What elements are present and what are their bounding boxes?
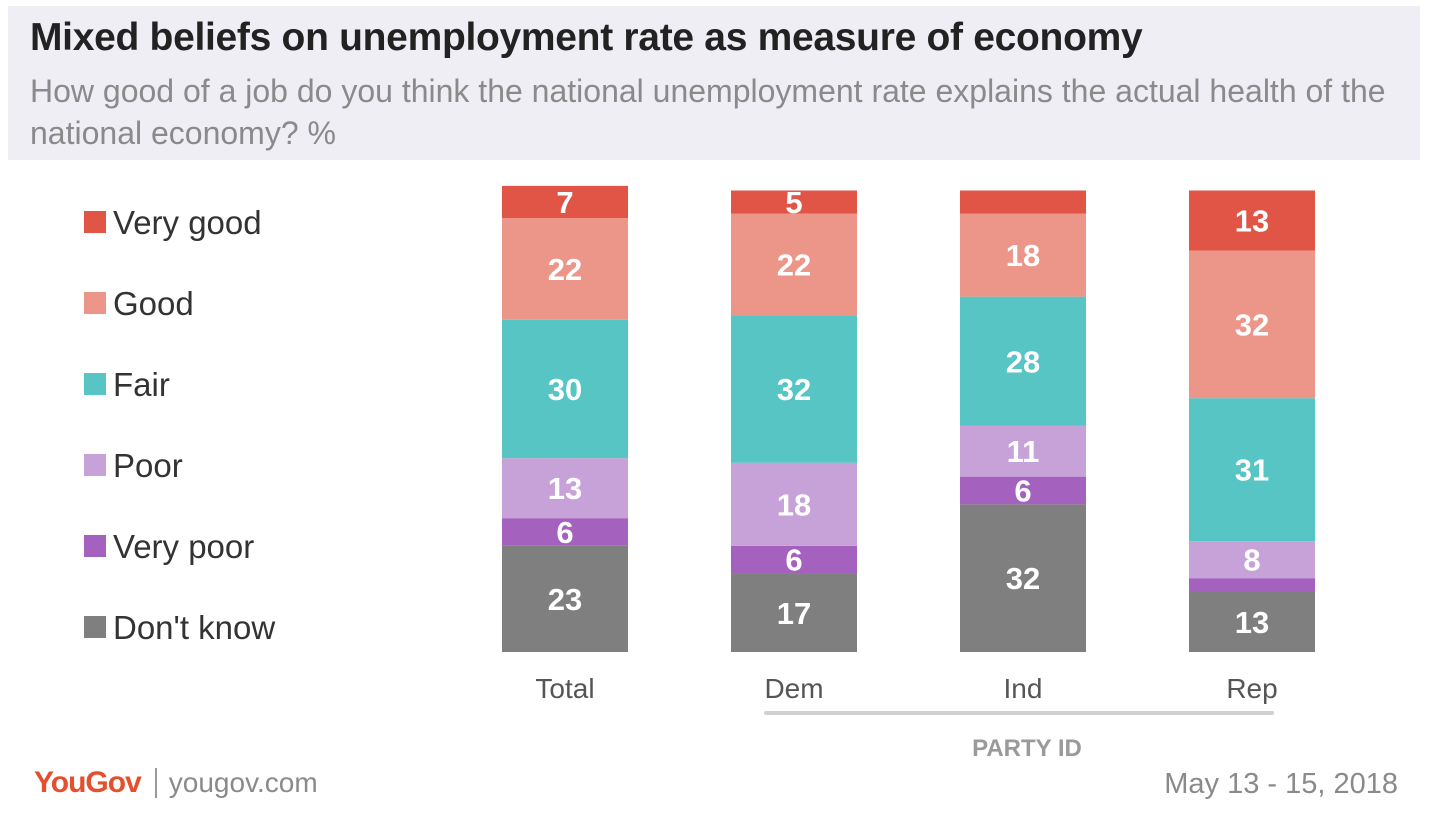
bar-segment-rep-poor	[1189, 541, 1315, 579]
bar-segment-total-very-good	[502, 185, 628, 219]
bar-segment-ind-don-t-know	[960, 504, 1086, 652]
data-label-total-fair: 30	[548, 372, 582, 407]
data-label-total-very-good: 7	[556, 185, 573, 220]
bar-segment-total-fair	[502, 319, 628, 459]
bar-segment-total-good	[502, 218, 628, 320]
party-id-bracket	[764, 711, 1274, 715]
data-label-rep-good: 32	[1235, 307, 1269, 342]
legend-swatch-very-poor	[84, 535, 106, 557]
legend-swatch-don-t-know	[84, 616, 106, 638]
data-label-rep-poor: 8	[1243, 543, 1260, 578]
data-label-ind-don-t-know: 32	[1006, 561, 1040, 596]
bar-segment-dem-fair	[731, 315, 857, 463]
bar-segment-dem-very-poor	[731, 545, 857, 574]
legend-label-good: Good	[113, 285, 194, 322]
data-label-rep-fair: 31	[1235, 453, 1269, 488]
bar-segment-ind-very-poor	[960, 476, 1086, 505]
footer-site: yougov.com	[168, 767, 318, 798]
bar-segment-dem-good	[731, 213, 857, 316]
bar-segment-dem-poor	[731, 462, 857, 546]
bar-segment-rep-very-good	[1189, 190, 1315, 251]
data-label-ind-very-poor: 6	[1014, 473, 1031, 508]
chart-subtitle: How good of a job do you think the natio…	[30, 73, 1386, 151]
data-label-ind-poor: 11	[1007, 434, 1040, 469]
data-label-total-very-poor: 6	[556, 515, 573, 550]
category-label-ind: Ind	[1004, 673, 1043, 704]
legend-label-don-t-know: Don't know	[113, 609, 275, 646]
data-label-dem-poor: 18	[777, 487, 811, 522]
category-label-dem: Dem	[764, 673, 823, 704]
data-label-dem-fair: 32	[777, 372, 811, 407]
bar-segment-ind-fair	[960, 296, 1086, 426]
bar-segment-total-poor	[502, 458, 628, 519]
category-label-total: Total	[535, 673, 594, 704]
bar-segment-rep-good	[1189, 250, 1315, 399]
bar-segment-dem-don-t-know	[731, 573, 857, 652]
data-label-dem-very-poor: 6	[785, 543, 802, 578]
data-label-dem-good: 22	[777, 247, 811, 282]
legend-swatch-fair	[84, 373, 106, 395]
legend-swatch-very-good	[84, 211, 106, 233]
data-label-ind-fair: 28	[1006, 344, 1040, 379]
footer-brand: YouGov yougov.com	[34, 766, 318, 800]
legend-label-fair: Fair	[113, 366, 170, 403]
bar-segment-ind-very-good	[960, 190, 1086, 214]
party-id-label: PARTY ID	[972, 735, 1082, 762]
footer-divider	[154, 768, 157, 798]
bar-segment-rep-don-t-know	[1189, 592, 1315, 652]
bar-segment-rep-fair	[1189, 398, 1315, 542]
legend-swatch-good	[84, 292, 106, 314]
legend-swatch-poor	[84, 454, 106, 476]
survey-date: May 13 - 15, 2018	[1164, 768, 1398, 800]
bar-segment-total-don-t-know	[502, 545, 628, 652]
data-label-total-don-t-know: 23	[548, 582, 582, 617]
bar-segment-ind-good	[960, 213, 1086, 297]
bar-segment-total-very-poor	[502, 518, 628, 546]
yougov-logo: YouGov	[34, 766, 142, 799]
legend-label-poor: Poor	[113, 447, 183, 484]
data-label-dem-don-t-know: 17	[777, 596, 811, 631]
legend-label-very-poor: Very poor	[113, 528, 254, 565]
data-label-ind-good: 18	[1006, 238, 1040, 273]
data-label-dem-very-good: 5	[785, 185, 802, 220]
data-label-rep-don-t-know: 13	[1235, 605, 1269, 640]
data-label-rep-very-good: 13	[1235, 203, 1269, 238]
data-label-total-good: 22	[548, 252, 582, 287]
legend-label-very-good: Very good	[113, 204, 262, 241]
data-label-total-poor: 13	[548, 471, 582, 506]
chart-title: Mixed beliefs on unemployment rate as me…	[30, 16, 1143, 59]
category-label-rep: Rep	[1226, 673, 1277, 704]
bar-segment-dem-very-good	[731, 190, 857, 214]
bar-segment-ind-poor	[960, 425, 1086, 477]
chart-header: Mixed beliefs on unemployment rate as me…	[8, 6, 1420, 160]
bar-segment-rep-very-poor	[1189, 578, 1315, 593]
